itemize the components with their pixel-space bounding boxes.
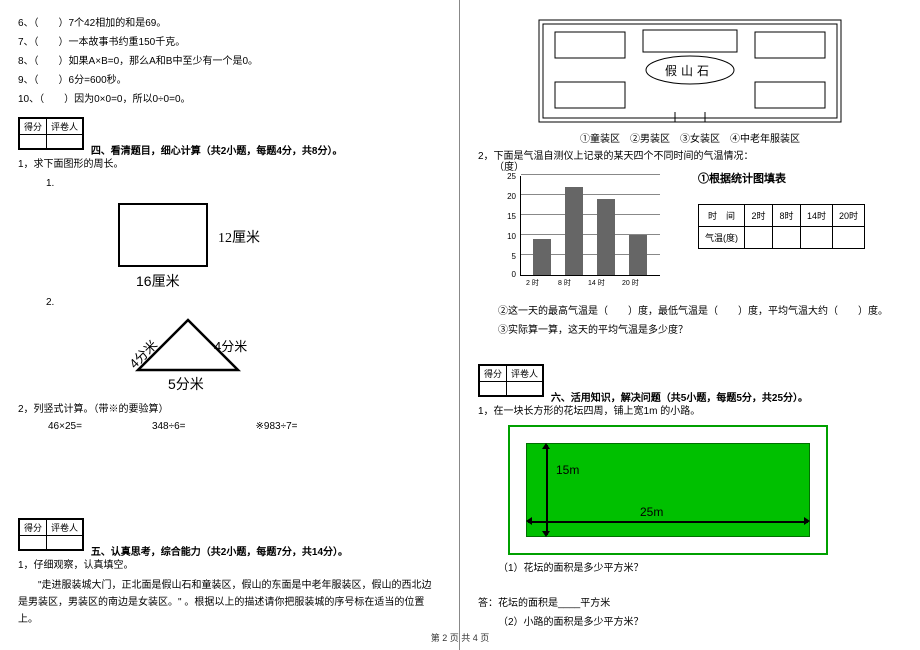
- r-q2: 2，下面是气温自测仪上记录的某天四个不同时间的气温情况：: [478, 149, 902, 164]
- rect-width-label: 16厘米: [136, 271, 180, 291]
- th-time: 时 间: [699, 205, 745, 227]
- judgment-8: 8、（ ）如果A×B=0，那么A和B中至少有一个是0。: [18, 54, 441, 69]
- q2c: ③实际算一算，这天的平均气温是多少度？: [498, 323, 902, 338]
- th-temp: 气温(度): [699, 227, 745, 249]
- score-label: 得分: [20, 520, 47, 536]
- ytick-20: 20: [504, 192, 516, 201]
- ytick-10: 10: [504, 232, 516, 241]
- s6-q1a: （1）花坛的面积是多少平方米？: [498, 561, 902, 576]
- floor-plan: 假山石: [535, 16, 845, 126]
- th-14: 14时: [801, 205, 833, 227]
- judgment-6: 6、（ ）7个42相加的和是69。: [18, 16, 441, 31]
- plan-legend: ①童装区 ②男装区 ③女装区 ④中老年服装区: [478, 130, 902, 145]
- q4-1-1: 1.: [46, 176, 441, 191]
- dim-width: 25m: [640, 505, 663, 519]
- chart-area: （度） 25 20 15 10 5 0 2 时 8 时 14 时 20 时: [498, 170, 902, 300]
- stat-table: 时 间 2时 8时 14时 20时 气温(度): [698, 204, 865, 249]
- calc-2: 348÷6=: [152, 421, 186, 432]
- q4-2: 2，列竖式计算。（带※的要验算）: [18, 402, 441, 417]
- score-box-5: 得分评卷人: [18, 518, 84, 551]
- rect-height-label: 12厘米: [218, 227, 260, 247]
- left-column: 6、（ ）7个42相加的和是69。 7、（ ）一本故事书约重150千克。 8、（…: [0, 0, 460, 650]
- score-label: 得分: [20, 119, 47, 135]
- s6-q1: 1，在一块长方形的花坛四周，铺上宽1m 的小路。: [478, 404, 902, 419]
- chart-grid: [520, 176, 660, 276]
- s6-ans: 答：花坛的面积是____平方米: [478, 596, 902, 611]
- th-8: 8时: [773, 205, 801, 227]
- ytick-15: 15: [504, 212, 516, 221]
- triangle-figure: 4分米 4分米 5分米: [118, 314, 298, 394]
- section6-title: 六、活用知识，解决问题（共5小题，每题5分，共25分）。: [551, 393, 808, 404]
- ytick-25: 25: [504, 172, 516, 181]
- calc-row: 46×25= 348÷6= ※983÷7=: [48, 421, 441, 432]
- score-label: 得分: [480, 366, 507, 382]
- ytick-0: 0: [504, 270, 516, 279]
- bar-8h: [565, 187, 583, 275]
- judgment-9: 9、（ ）6分=600秒。: [18, 73, 441, 88]
- tri-right-label: 4分米: [214, 336, 247, 355]
- xtick-20: 20 时: [622, 278, 639, 288]
- bar-chart: （度） 25 20 15 10 5 0 2 时 8 时 14 时 20 时: [498, 170, 668, 300]
- q2b: ②这一天的最高气温是（ ）度，最低气温是（ ）度，平均气温大约（ ）度。: [498, 304, 902, 319]
- q4-1-2: 2.: [46, 295, 441, 310]
- dim-arrow-h: [528, 521, 808, 523]
- tri-bottom-label: 5分米: [168, 374, 204, 394]
- s6-q1b: （2）小路的面积是多少平方米？: [498, 615, 902, 630]
- score-box-4: 得分评卷人: [18, 117, 84, 150]
- xtick-8: 8 时: [558, 278, 571, 288]
- stat-title: ①根据统计图填表: [698, 170, 865, 186]
- s5-q1: 1，仔细观察，认真填空。: [18, 558, 441, 573]
- section5-title: 五、认真思考，综合能力（共2小题，每题7分，共14分）。: [91, 547, 348, 558]
- calc-1: 46×25=: [48, 421, 82, 432]
- flowerbed-figure: 15m 25m: [508, 425, 828, 555]
- bar-2h: [533, 239, 551, 275]
- dim-height: 15m: [556, 463, 579, 477]
- th-20: 20时: [833, 205, 865, 227]
- section4-title: 四、看清题目，细心计算（共2小题，每题4分，共8分）。: [91, 146, 343, 157]
- right-column: 假山石 ①童装区 ②男装区 ③女装区 ④中老年服装区 2，下面是气温自测仪上记录…: [460, 0, 920, 650]
- s5-text: "走进服装城大门，正北面是假山石和童装区，假山的东面是中老年服装区，假山的西北边…: [18, 577, 441, 628]
- calc-3: ※983÷7=: [256, 421, 298, 432]
- y-axis-label: （度）: [494, 158, 524, 173]
- page-footer: 第 2 页 共 4 页: [0, 631, 920, 644]
- rectangle-figure: 12厘米 16厘米: [108, 199, 268, 289]
- rectangle-shape: [118, 203, 208, 267]
- bar-20h: [629, 235, 647, 275]
- grader-label: 评卷人: [47, 520, 83, 536]
- judgment-10: 10、（ ）因为0×0=0，所以0÷0=0。: [18, 92, 441, 107]
- judgment-7: 7、（ ）一本故事书约重150千克。: [18, 35, 441, 50]
- q4-1: 1，求下面图形的周长。: [18, 157, 441, 172]
- xtick-2: 2 时: [526, 278, 539, 288]
- th-2: 2时: [745, 205, 773, 227]
- plan-center-label: 假山石: [665, 62, 713, 79]
- bar-14h: [597, 199, 615, 275]
- ytick-5: 5: [504, 252, 516, 261]
- score-box-6: 得分评卷人: [478, 364, 544, 397]
- xtick-14: 14 时: [588, 278, 605, 288]
- grader-label: 评卷人: [507, 366, 543, 382]
- grader-label: 评卷人: [47, 119, 83, 135]
- stat-table-block: ①根据统计图填表 时 间 2时 8时 14时 20时 气温(度): [698, 170, 865, 249]
